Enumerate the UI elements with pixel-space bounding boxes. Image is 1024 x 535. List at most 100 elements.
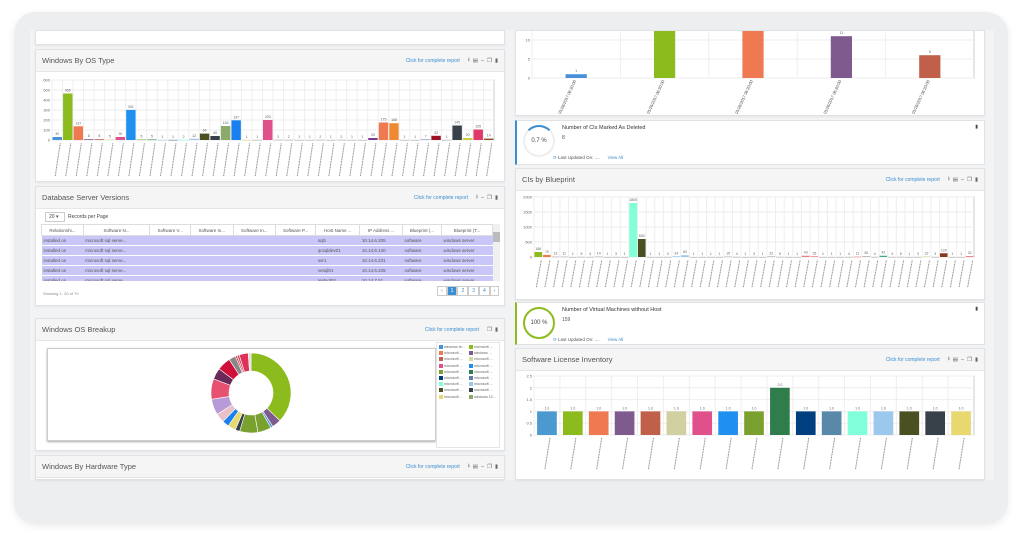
showing-count: Showing 1- 20 of 70 bbox=[43, 291, 79, 296]
print-icon[interactable]: ▤ bbox=[952, 176, 958, 183]
x-tick-label bbox=[75, 142, 82, 177]
expand-icon[interactable]: ❐ bbox=[487, 57, 492, 64]
legend-item[interactable]: microsoft ... bbox=[439, 357, 467, 362]
column-header[interactable]: Blueprint (T... bbox=[440, 224, 493, 236]
download-icon[interactable]: ⭳ bbox=[467, 57, 470, 63]
minimize-icon[interactable]: – bbox=[480, 194, 485, 201]
bar bbox=[105, 139, 115, 141]
x-tick-label bbox=[233, 142, 240, 177]
print-icon[interactable]: ▤ bbox=[472, 57, 478, 64]
x-tick-label bbox=[863, 259, 870, 288]
table-row[interactable]: installed on microsoft sql serve... ssr1 10… bbox=[41, 255, 493, 266]
legend-item[interactable]: microsoft ... bbox=[439, 382, 467, 387]
bar bbox=[357, 139, 368, 141]
expand-icon[interactable]: ❐ bbox=[487, 326, 492, 333]
legend-item[interactable]: microsoft ... bbox=[439, 376, 467, 381]
minimize-icon[interactable]: – bbox=[960, 176, 965, 183]
column-header[interactable]: Software V... bbox=[149, 224, 192, 236]
close-icon[interactable]: ▮ bbox=[494, 194, 498, 201]
legend-label: microsoft ... bbox=[444, 376, 463, 381]
column-header[interactable]: Software N... bbox=[82, 224, 151, 236]
prev-page-button[interactable]: ‹ bbox=[437, 286, 447, 296]
close-icon[interactable]: ▮ bbox=[494, 326, 498, 333]
legend-item[interactable]: microsoft ... bbox=[439, 369, 467, 374]
close-icon[interactable]: ▮ bbox=[975, 124, 978, 130]
x-tick-label bbox=[359, 142, 366, 177]
close-icon[interactable]: ▮ bbox=[494, 57, 498, 64]
view-all-link[interactable]: View All bbox=[607, 155, 624, 160]
legend-item[interactable]: microsoft ... bbox=[469, 388, 497, 393]
expand-icon[interactable]: ❐ bbox=[487, 194, 492, 201]
table-row[interactable]: installed on microsoft sql serve... sql1 10… bbox=[41, 235, 493, 246]
column-header[interactable]: Software P... bbox=[274, 224, 317, 236]
table-row[interactable]: installed on microsoft sql serve... vesql0… bbox=[41, 265, 493, 276]
legend-item[interactable]: microsoft ... bbox=[469, 345, 497, 349]
x-tick-label bbox=[673, 259, 680, 288]
kpi-title: Number of CIs Marked As Deleted bbox=[562, 125, 646, 131]
legend-swatch bbox=[469, 369, 473, 374]
x-tick-label bbox=[275, 142, 282, 177]
legend-item[interactable]: microsoft ... bbox=[439, 394, 467, 399]
legend-item[interactable]: windows ... bbox=[469, 351, 497, 356]
page-button[interactable]: 1 bbox=[446, 286, 458, 296]
column-header[interactable]: IP Address ... bbox=[359, 224, 404, 236]
expand-icon[interactable]: ❐ bbox=[487, 463, 492, 470]
legend-item[interactable]: microsoft ... bbox=[439, 388, 467, 393]
table-row[interactable]: installed on microsoft sql serve... testsq… bbox=[41, 275, 493, 281]
table-scrollbar[interactable] bbox=[493, 224, 500, 281]
print-icon[interactable]: ▤ bbox=[472, 463, 478, 470]
column-header[interactable]: Relationshi... bbox=[41, 224, 84, 236]
print-icon[interactable]: ▤ bbox=[952, 356, 958, 363]
close-icon[interactable]: ▮ bbox=[974, 356, 978, 363]
legend-item[interactable]: microsoft ... bbox=[469, 363, 497, 368]
column-header[interactable]: Host Name ... bbox=[315, 224, 361, 236]
page-button[interactable]: 4 bbox=[479, 286, 490, 296]
kpi-title: Number of Virtual Machines without Host bbox=[562, 307, 662, 313]
records-per-page-select[interactable]: 20 ▾ bbox=[45, 212, 65, 222]
view-all-link[interactable]: View All bbox=[607, 337, 624, 342]
column-header[interactable]: Blueprint (... bbox=[402, 224, 442, 236]
x-tick-label bbox=[296, 142, 303, 177]
minimize-icon[interactable]: – bbox=[480, 463, 485, 470]
complete-report-link[interactable]: Click for complete report bbox=[405, 57, 460, 64]
legend-item[interactable]: microsoft ... bbox=[469, 357, 497, 362]
bar bbox=[315, 139, 326, 141]
expand-icon[interactable]: ❐ bbox=[967, 176, 972, 183]
legend-item[interactable]: microsoft ... bbox=[439, 363, 467, 368]
legend-item[interactable]: microsoft ... bbox=[469, 369, 497, 374]
download-icon[interactable]: ⭳ bbox=[476, 194, 478, 200]
minimize-icon[interactable]: – bbox=[960, 356, 965, 363]
data-label: 1.0 bbox=[881, 406, 886, 410]
minimize-icon[interactable]: – bbox=[480, 57, 485, 64]
table-row[interactable]: installed on microsoft sql serve... qcsqld… bbox=[41, 245, 493, 256]
page-button[interactable]: 2 bbox=[457, 286, 469, 296]
legend-item[interactable]: microsoft ... bbox=[439, 351, 467, 356]
complete-report-link[interactable]: Click for complete report bbox=[885, 356, 940, 363]
x-tick-label bbox=[622, 437, 629, 470]
legend-item[interactable]: windows 10... bbox=[469, 394, 497, 399]
close-icon[interactable]: ▮ bbox=[974, 176, 978, 183]
bar bbox=[294, 139, 305, 141]
legend-item[interactable]: microsoft ... bbox=[469, 376, 497, 381]
column-header[interactable]: Software In... bbox=[190, 224, 234, 236]
download-icon[interactable]: ⭳ bbox=[947, 356, 950, 362]
close-icon[interactable]: ▮ bbox=[494, 463, 498, 470]
complete-report-link[interactable]: Click for complete report bbox=[885, 176, 940, 183]
complete-report-link[interactable]: Click for complete report bbox=[424, 326, 480, 333]
close-icon[interactable]: ▮ bbox=[975, 306, 978, 312]
legend-item[interactable]: windows te... bbox=[439, 345, 467, 349]
complete-report-link[interactable]: Click for complete report bbox=[413, 194, 469, 201]
page-button[interactable]: 3 bbox=[468, 286, 480, 296]
refresh-icon[interactable]: ⟳ bbox=[553, 337, 557, 342]
refresh-icon[interactable]: ⟳ bbox=[553, 155, 557, 160]
x-tick-label bbox=[486, 142, 493, 177]
download-icon[interactable]: ⭳ bbox=[947, 176, 950, 182]
download-icon[interactable]: ⭳ bbox=[467, 463, 470, 469]
data-label: 137 bbox=[75, 121, 81, 125]
complete-report-link[interactable]: Click for complete report bbox=[405, 463, 460, 470]
y-tick-label: 0.5 bbox=[526, 421, 532, 426]
column-header[interactable]: Software In... bbox=[232, 224, 276, 236]
legend-item[interactable]: microsoft ... bbox=[469, 382, 497, 387]
expand-icon[interactable]: ❐ bbox=[967, 356, 972, 363]
next-page-button[interactable]: › bbox=[489, 286, 500, 296]
